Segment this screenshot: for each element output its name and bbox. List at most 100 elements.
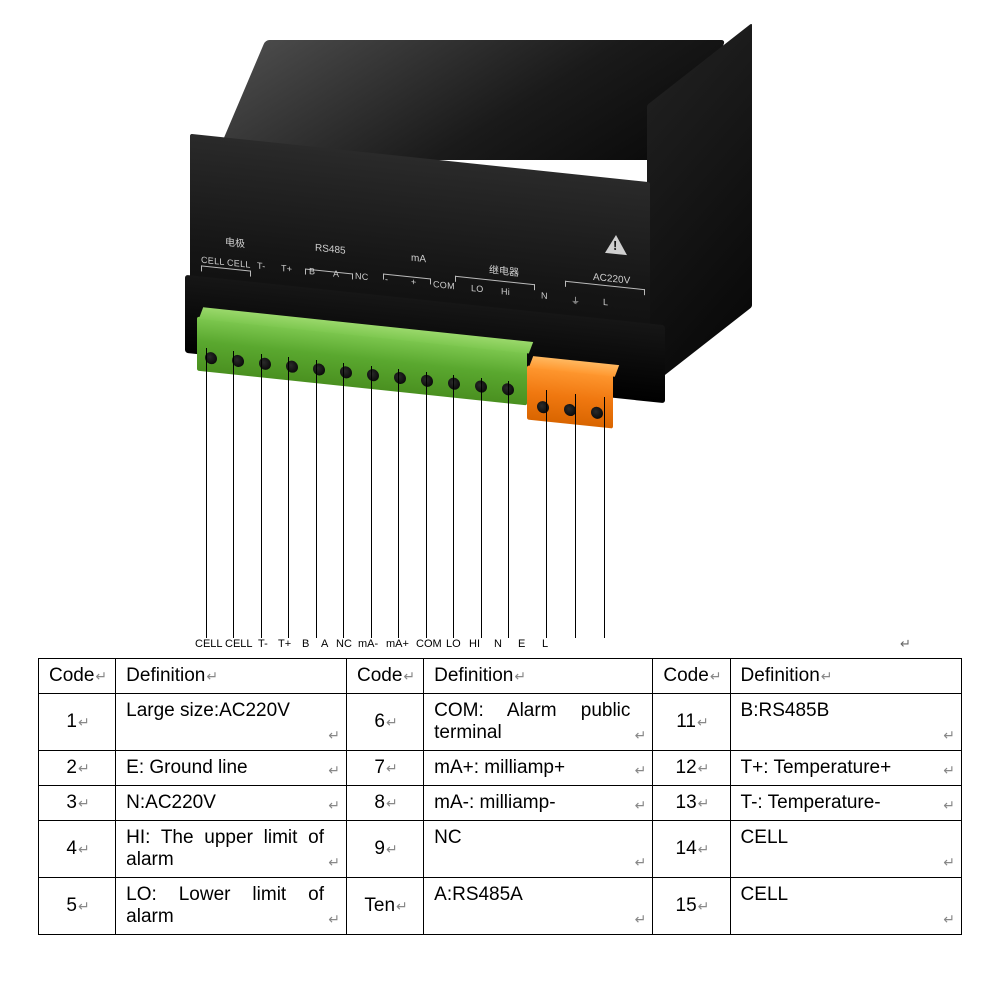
lead-line: [546, 390, 547, 638]
device-pin-label: -: [385, 274, 388, 284]
pin-label: A: [321, 638, 328, 650]
code-cell: 6↵: [346, 694, 423, 751]
code-cell: 12↵: [653, 751, 730, 786]
device-pin-label: A: [333, 268, 339, 279]
device-pin-label: B: [309, 266, 315, 277]
device-pin-label: Hi: [501, 286, 510, 297]
lead-line: [371, 366, 372, 638]
definition-cell: N:AC220V↵: [116, 786, 347, 821]
device-pin-label: +: [411, 277, 417, 288]
lead-line: [398, 369, 399, 638]
lead-line: [206, 348, 207, 638]
terminal-screw: [537, 401, 549, 414]
definition-cell: A:RS485A↵: [424, 878, 653, 935]
device-pin-label: ⏚: [571, 294, 580, 308]
col-header-def: Definition↵: [424, 659, 653, 694]
code-cell: 11↵: [653, 694, 730, 751]
lead-line: [233, 351, 234, 638]
col-header-def: Definition↵: [730, 659, 961, 694]
device-pin-label: N: [541, 290, 548, 301]
code-cell: 13↵: [653, 786, 730, 821]
definition-cell: NC↵: [424, 821, 653, 878]
table-header-row: Code↵ Definition↵ Code↵ Definition↵ Code…: [39, 659, 962, 694]
definition-cell: COM: Alarm public terminal↵: [424, 694, 653, 751]
table-row: 3↵N:AC220V↵8↵mA-: milliamp-↵13↵T-: Tempe…: [39, 786, 962, 821]
pin-label: E: [518, 638, 525, 650]
table-body: 1↵Large size:AC220V↵6↵COM: Alarm public …: [39, 694, 962, 935]
lead-line: [288, 357, 289, 638]
definition-cell: HI: The upper limit of alarm↵: [116, 821, 347, 878]
code-cell: 5↵: [39, 878, 116, 935]
definition-cell: CELL↵: [730, 878, 961, 935]
terminal-screw: [421, 374, 433, 387]
device-pin-label: LO: [471, 283, 484, 294]
col-header-code: Code↵: [346, 659, 423, 694]
col-header-def: Definition↵: [116, 659, 347, 694]
code-cell: 2↵: [39, 751, 116, 786]
pin-label: HI: [469, 638, 480, 650]
pin-label: CELL: [195, 638, 223, 650]
lead-line: [604, 397, 605, 638]
device-illustration: 电极RS485mA继电器AC220V CELLCELLT-T+BANC-+COM…: [155, 40, 715, 460]
pin-label: LO: [446, 638, 461, 650]
code-cell: Ten↵: [346, 878, 423, 935]
terminal-screw: [394, 371, 406, 384]
group-label: 电极: [225, 233, 245, 250]
lead-line: [343, 363, 344, 638]
definition-cell: LO: Lower limit of alarm↵: [116, 878, 347, 935]
code-cell: 7↵: [346, 751, 423, 786]
device-pin-label: NC: [355, 271, 369, 282]
lead-line: [316, 360, 317, 638]
terminal-screw: [367, 369, 379, 382]
terminal-screw: [313, 363, 325, 376]
definition-cell: mA-: milliamp-↵: [424, 786, 653, 821]
lead-line: [453, 375, 454, 638]
pin-label: T+: [278, 638, 291, 650]
code-cell: 15↵: [653, 878, 730, 935]
definitions-table: Code↵ Definition↵ Code↵ Definition↵ Code…: [38, 658, 962, 935]
terminal-screw: [340, 366, 352, 379]
pin-label: mA-: [358, 638, 378, 650]
definition-cell: B:RS485B↵: [730, 694, 961, 751]
lead-line: [575, 394, 576, 638]
table-row: 2↵E: Ground line↵7↵mA+: milliamp+↵12↵T+:…: [39, 751, 962, 786]
device-pin-label: T+: [281, 263, 292, 274]
pin-label: N: [494, 638, 502, 650]
col-header-code: Code↵: [39, 659, 116, 694]
code-cell: 8↵: [346, 786, 423, 821]
code-cell: 9↵: [346, 821, 423, 878]
pin-label: mA+: [386, 638, 409, 650]
terminal-screw: [591, 406, 603, 419]
definition-cell: CELL↵: [730, 821, 961, 878]
code-cell: 1↵: [39, 694, 116, 751]
definition-cell: T-: Temperature-↵: [730, 786, 961, 821]
definition-cell: mA+: milliamp+↵: [424, 751, 653, 786]
definition-cell: Large size:AC220V↵: [116, 694, 347, 751]
table-row: 1↵Large size:AC220V↵6↵COM: Alarm public …: [39, 694, 962, 751]
return-mark: ↵: [900, 636, 911, 652]
group-label: mA: [411, 253, 426, 266]
lead-line: [508, 381, 509, 638]
lead-line: [261, 354, 262, 638]
group-label: 继电器: [489, 261, 519, 279]
pin-label: T-: [258, 638, 268, 650]
pin-label: NC: [336, 638, 352, 650]
pin-label: B: [302, 638, 309, 650]
device-pin-label: T-: [257, 261, 266, 272]
lead-line: [426, 372, 427, 638]
table-row: 4↵HI: The upper limit of alarm↵9↵NC↵14↵C…: [39, 821, 962, 878]
warning-icon: [605, 234, 627, 255]
pin-label: COM: [416, 638, 442, 650]
lead-line: [481, 378, 482, 638]
definition-cell: E: Ground line↵: [116, 751, 347, 786]
col-header-code: Code↵: [653, 659, 730, 694]
pin-label: CELL: [225, 638, 253, 650]
code-cell: 4↵: [39, 821, 116, 878]
pin-label: L: [542, 638, 548, 650]
code-cell: 14↵: [653, 821, 730, 878]
terminal-screw: [448, 377, 460, 390]
table-row: 5↵LO: Lower limit of alarm↵Ten↵A:RS485A↵…: [39, 878, 962, 935]
terminal-block-orange: [527, 365, 613, 428]
device-pin-label: L: [603, 297, 608, 308]
definition-cell: T+: Temperature+↵: [730, 751, 961, 786]
